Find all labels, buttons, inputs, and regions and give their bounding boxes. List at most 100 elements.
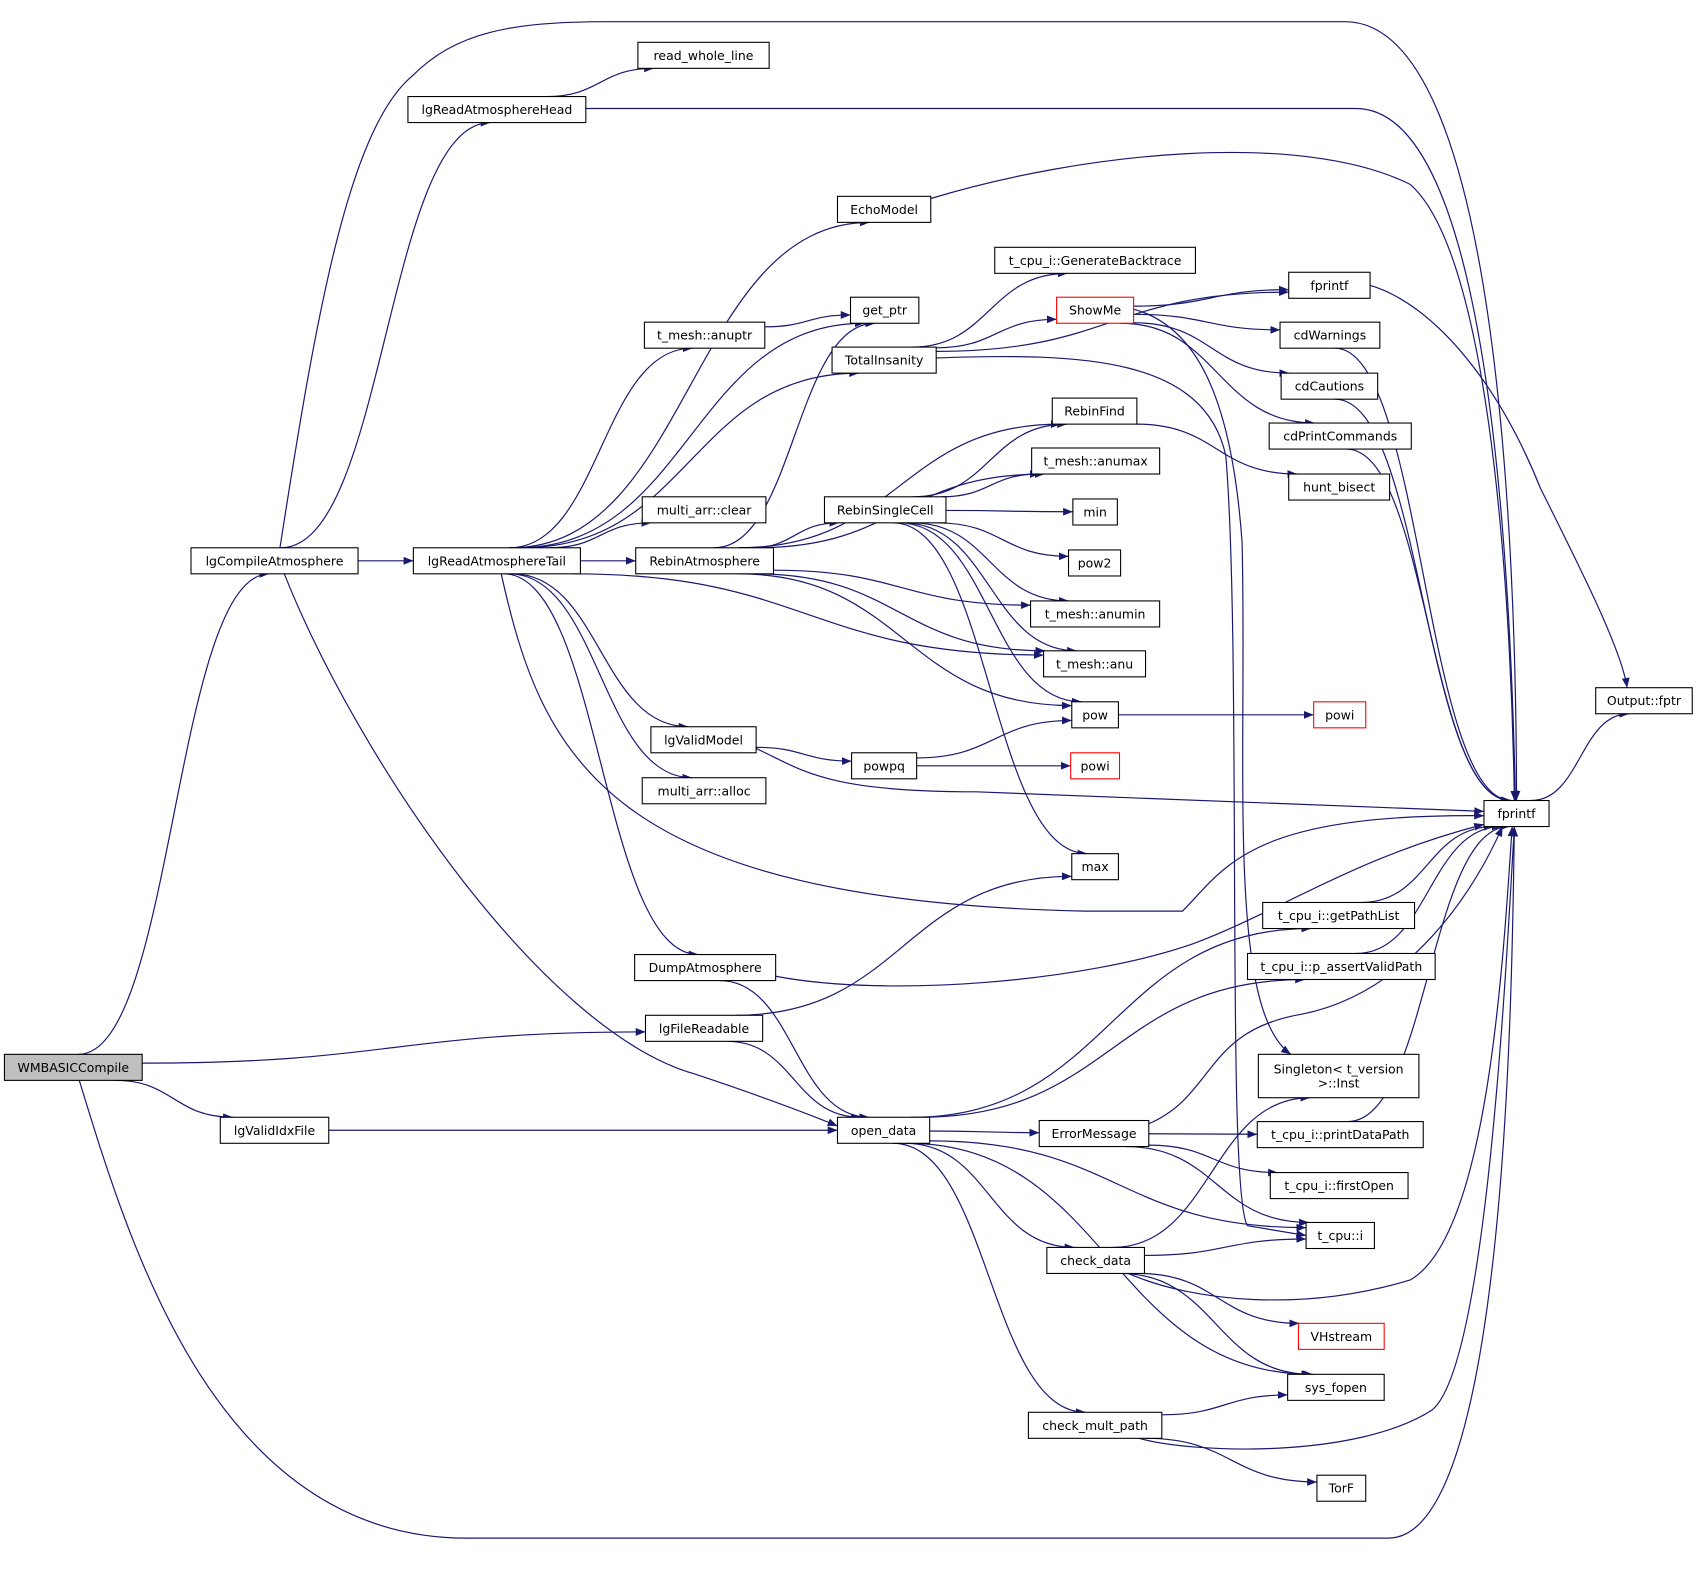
node-lgvalidmodel[interactable]: lgValidModel	[650, 726, 757, 754]
node-box	[823, 496, 947, 524]
edge-fprintf_small-to-output_fptr	[1369, 284, 1630, 688]
node-multi_arr_alloc[interactable]: multi_arr::alloc	[641, 777, 767, 805]
node-box	[1072, 498, 1118, 526]
edge-errormessage-to-fprintf	[1148, 826, 1503, 1125]
node-output_fptr[interactable]: Output::fptr	[1595, 687, 1693, 715]
node-cdprintcommands[interactable]: cdPrintCommands	[1268, 422, 1412, 450]
node-cdwarnings[interactable]: cdWarnings	[1279, 321, 1381, 349]
edge-rebinsinglecell-to-min	[945, 507, 1073, 516]
node-anuptr[interactable]: t_mesh::anuptr	[643, 321, 766, 349]
node-check_data[interactable]: check_data	[1046, 1246, 1145, 1274]
node-label: t_cpu_i::getPathList	[1278, 908, 1400, 923]
edge-cdwarnings-to-fprintf	[1335, 347, 1512, 805]
edge-rebinsinglecell-to-pow	[898, 522, 1082, 706]
node-label: Singleton< t_version	[1274, 1061, 1404, 1076]
node-rebinfind[interactable]: RebinFind	[1051, 397, 1138, 425]
node-lgreadatmospherehead[interactable]: lgReadAtmosphereHead	[407, 95, 587, 124]
node-anumax[interactable]: t_mesh::anumax	[1031, 447, 1161, 475]
node-check_mult_path[interactable]: check_mult_path	[1027, 1411, 1163, 1439]
node-label: fprintf	[1497, 806, 1536, 821]
node-fprintf[interactable]: fprintf	[1483, 799, 1550, 828]
node-sys_fopen[interactable]: sys_fopen	[1287, 1373, 1385, 1401]
node-errormessage[interactable]: ErrorMessage	[1038, 1119, 1150, 1148]
edge-check_mult_path-to-torf	[1146, 1437, 1317, 1486]
node-label: t_mesh::anu	[1056, 656, 1133, 671]
node-box	[1256, 1121, 1424, 1149]
node-box	[1046, 1246, 1145, 1274]
node-label: lgValidModel	[664, 732, 743, 747]
node-label: max	[1082, 859, 1109, 874]
node-box	[3, 1053, 143, 1081]
node-label: lgFileReadable	[659, 1021, 749, 1036]
node-label: open_data	[851, 1123, 916, 1138]
node-powi_2[interactable]: powi	[1313, 701, 1367, 729]
node-box	[641, 777, 767, 805]
node-lgreadatmospheretail[interactable]: lgReadAtmosphereTail	[412, 547, 581, 575]
node-anu[interactable]: t_mesh::anu	[1043, 650, 1147, 678]
node-box	[644, 1014, 764, 1042]
node-lgvalididxfile[interactable]: lgValidIdxFile	[219, 1116, 330, 1144]
node-powpq[interactable]: powpq	[851, 752, 918, 780]
node-label: t_mesh::anumax	[1043, 454, 1147, 469]
edge-lgreadatmospheretail-to-multi_arr_alloc	[508, 573, 693, 782]
edge-wmbasiccompile-to-lgcompileatmosphere	[78, 569, 270, 1055]
node-rebinsinglecell[interactable]: RebinSingleCell	[823, 496, 947, 524]
node-label: TorF	[1328, 1481, 1354, 1496]
edge-open_data-to-check_mult_path	[892, 1142, 1086, 1417]
node-max[interactable]: max	[1071, 853, 1119, 881]
edge-rebinsinglecell-to-anumax	[941, 470, 1040, 498]
node-powi_1[interactable]: powi	[1070, 752, 1121, 780]
node-min[interactable]: min	[1072, 498, 1118, 526]
node-vhstream[interactable]: VHstream	[1297, 1322, 1385, 1350]
node-lgcompileatmosphere[interactable]: lgCompileAtmosphere	[190, 547, 359, 575]
edges	[78, 21, 1630, 1539]
node-p_assertvalidpath[interactable]: t_cpu_i::p_assertValidPath	[1246, 952, 1436, 981]
node-box	[1043, 650, 1147, 678]
node-getpathlist[interactable]: t_cpu_i::getPathList	[1262, 901, 1416, 930]
node-box	[1056, 296, 1135, 324]
node-read_whole_line[interactable]: read_whole_line	[637, 41, 770, 69]
edge-rebinatmosphere-to-pow	[737, 573, 1072, 710]
node-fprintf_small[interactable]: fprintf	[1288, 271, 1371, 299]
node-box	[1071, 853, 1119, 881]
node-showme[interactable]: ShowMe	[1056, 296, 1135, 324]
node-open_data[interactable]: open_data	[836, 1116, 931, 1144]
node-singleton_inst[interactable]: Singleton< t_version>::Inst	[1257, 1053, 1420, 1099]
node-pow[interactable]: pow	[1071, 701, 1119, 729]
node-firstopen[interactable]: t_cpu_i::firstOpen	[1269, 1172, 1409, 1200]
node-cdcautions[interactable]: cdCautions	[1280, 372, 1379, 400]
node-label: WMBASICCompile	[18, 1060, 129, 1075]
node-label: powpq	[863, 758, 905, 773]
node-anumin[interactable]: t_mesh::anumin	[1030, 600, 1161, 628]
edge-totalinsanity-to-showme	[936, 315, 1057, 349]
node-multi_arr_clear[interactable]: multi_arr::clear	[641, 496, 767, 524]
node-box	[1316, 1474, 1367, 1502]
node-dumpatmosphere[interactable]: DumpAtmosphere	[634, 954, 777, 982]
edge-dumpatmosphere-to-open_data	[719, 979, 870, 1122]
edge-wmbasiccompile-to-lgvalididxfile	[114, 1079, 233, 1122]
node-box	[219, 1116, 330, 1144]
node-printdatapath[interactable]: t_cpu_i::printDataPath	[1256, 1121, 1424, 1149]
node-t_cpu_i[interactable]: t_cpu::i	[1305, 1221, 1375, 1250]
node-echomodel[interactable]: EchoModel	[836, 195, 932, 223]
node-pow2[interactable]: pow2	[1067, 549, 1122, 577]
node-lgfilereadable[interactable]: lgFileReadable	[644, 1014, 764, 1042]
node-label: TotalInsanity	[844, 353, 923, 368]
node-hunt_bisect[interactable]: hunt_bisect	[1288, 473, 1391, 501]
edge-lgcompileatmosphere-to-lgreadatmospherehead	[280, 118, 491, 549]
node-generatebacktrace[interactable]: t_cpu_i::GenerateBacktrace	[994, 246, 1196, 274]
node-box	[1262, 901, 1416, 930]
node-totalinsanity[interactable]: TotalInsanity	[831, 346, 937, 374]
edge-check_mult_path-to-sys_fopen	[1161, 1391, 1288, 1416]
node-box	[1070, 752, 1121, 780]
edge-lgfilereadable-to-open_data	[726, 1040, 861, 1122]
node-box	[1595, 687, 1693, 715]
node-label: t_cpu_i::printDataPath	[1271, 1127, 1409, 1142]
node-rebinatmosphere[interactable]: RebinAtmosphere	[635, 547, 775, 575]
node-box	[1030, 600, 1161, 628]
node-torf[interactable]: TorF	[1316, 1474, 1367, 1502]
node-get_ptr[interactable]: get_ptr	[849, 296, 920, 324]
node-box	[641, 496, 767, 524]
node-wmbasiccompile[interactable]: WMBASICCompile	[3, 1053, 143, 1081]
edge-rebinsinglecell-to-pow2	[936, 522, 1069, 561]
